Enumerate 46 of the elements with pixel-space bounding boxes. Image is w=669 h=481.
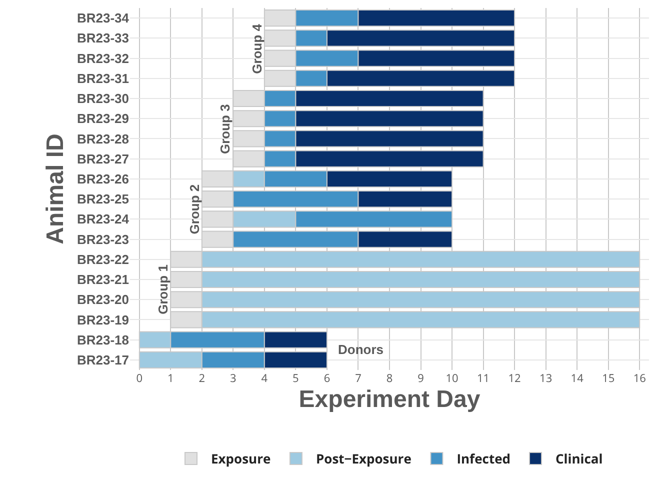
annotation: Group 2 (186, 184, 202, 234)
y-tick-label: BR23-32 (76, 50, 129, 66)
annotation: Group 3 (218, 104, 233, 154)
y-tick-label: BR23-21 (76, 272, 129, 288)
annotation: Group 4 (249, 23, 264, 74)
annotation: Group 1 (155, 264, 170, 314)
x-tick-label: 3 (230, 371, 236, 386)
y-tick-label: BR23-24 (76, 212, 130, 227)
annotation: Donors (338, 342, 384, 357)
x-tick-label: 1 (167, 371, 174, 386)
y-tick-label: BR23-29 (76, 111, 129, 126)
x-tick-label: 16 (633, 371, 646, 386)
x-tick-label: 13 (540, 371, 552, 386)
x-axis-title: Experiment Day (298, 386, 481, 413)
legend-label: Clinical (556, 450, 603, 468)
x-tick-label: 7 (355, 371, 362, 386)
x-tick-label: 8 (386, 371, 393, 386)
y-tick-label: BR23-28 (76, 131, 129, 146)
x-tick-label: 14 (570, 371, 584, 386)
x-tick-label: 12 (508, 371, 521, 386)
y-axis-title: Animal ID (42, 134, 70, 244)
x-tick-label: 2 (198, 371, 206, 386)
legend-label: Infected (456, 450, 511, 468)
y-tick-label: BR23-34 (76, 10, 130, 26)
x-tick-label: 0 (136, 371, 143, 386)
y-tick-label: BR23-33 (76, 30, 129, 46)
y-tick-label: BR23-17 (76, 352, 129, 368)
y-tick-label: BR23-23 (76, 232, 129, 247)
y-tick-label: BR23-31 (76, 70, 129, 86)
y-tick-label: BR23-27 (76, 151, 129, 166)
x-tick-label: 11 (477, 371, 490, 386)
x-tick-label: 5 (292, 371, 299, 386)
legend-label: Exposure (211, 450, 271, 468)
x-tick-label: 9 (418, 371, 424, 386)
x-tick-label: 6 (324, 371, 330, 386)
legend-label: Post−Exposure (316, 450, 412, 468)
y-tick-label: BR23-20 (76, 292, 129, 308)
y-tick-label: BR23-19 (76, 312, 129, 328)
y-tick-label: BR23-26 (76, 171, 129, 186)
x-tick-label: 15 (602, 371, 615, 386)
y-tick-label: BR23-22 (76, 252, 129, 267)
y-tick-label: BR23-25 (76, 192, 129, 207)
x-tick-label: 10 (446, 371, 458, 386)
y-tick-label: BR23-18 (76, 332, 129, 348)
y-tick-label: BR23-30 (76, 91, 129, 106)
x-tick-label: 4 (261, 371, 268, 386)
